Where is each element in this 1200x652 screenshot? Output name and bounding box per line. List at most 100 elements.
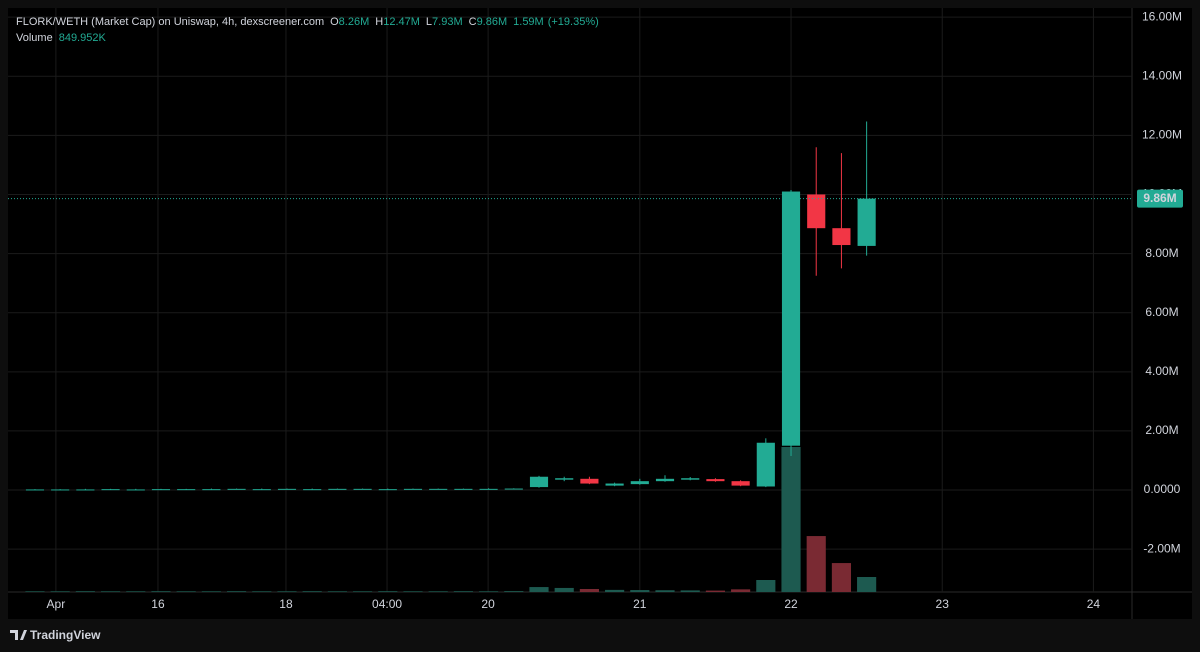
candle-body <box>681 478 700 480</box>
candle-body <box>353 488 372 490</box>
y-tick-label: 14.00M <box>1142 68 1182 82</box>
x-tick-label: 22 <box>784 597 798 611</box>
volume-bar <box>403 591 423 592</box>
last-price-box <box>1137 189 1183 208</box>
volume-bar <box>50 591 70 592</box>
ohlc-name: C <box>469 16 477 28</box>
volume-bar <box>605 589 625 592</box>
volume-bar <box>756 580 776 592</box>
volume-bar <box>252 591 272 592</box>
plot-area <box>8 8 1132 592</box>
legend-title: FLORK/WETH (Market Cap) on Uniswap, 4h, … <box>16 16 324 28</box>
candle-body <box>101 489 120 491</box>
candle-body <box>832 228 851 246</box>
volume-bar <box>277 591 297 592</box>
ohlc-value: 12.47M <box>383 16 420 28</box>
candle-body <box>555 478 574 480</box>
candle-body <box>76 489 95 491</box>
legend-line: FLORK/WETH (Market Cap) on Uniswap, 4h, … <box>16 16 599 28</box>
y-tick-label: 4.00M <box>1145 364 1178 378</box>
footer-text: TradingView <box>30 628 101 642</box>
y-tick-label: 6.00M <box>1145 305 1178 319</box>
x-tick-label: Apr <box>47 597 66 611</box>
candle-body <box>51 489 70 491</box>
candle-body <box>580 478 599 484</box>
candle-body <box>454 488 473 490</box>
ohlc-name: H <box>375 16 383 28</box>
candle-body <box>177 489 196 491</box>
candle-body <box>429 488 448 490</box>
y-tick-label: 8.00M <box>1145 246 1178 260</box>
change: 1.59M <box>513 16 544 28</box>
volume-bar <box>453 591 473 592</box>
candle-body <box>252 489 271 491</box>
candle-body <box>126 489 145 491</box>
ohlc-name: L <box>426 16 432 28</box>
x-tick-label: 18 <box>279 597 293 611</box>
price-axis <box>1132 8 1192 592</box>
x-tick-label: 20 <box>481 597 495 611</box>
time-axis <box>8 592 1192 619</box>
candle-body <box>202 489 221 491</box>
candle-body <box>328 488 347 490</box>
candle-body <box>781 191 801 446</box>
candle-body <box>731 481 750 486</box>
x-tick-label: 04:00 <box>372 597 402 611</box>
x-tick-label: 21 <box>633 597 647 611</box>
volume-line: Volume 849.952K <box>16 32 106 44</box>
volume-bar <box>857 577 877 592</box>
volume-bar <box>151 591 171 592</box>
volume-bar <box>554 587 574 592</box>
x-tick-label: 23 <box>936 597 950 611</box>
candle-body <box>706 479 725 482</box>
logo <box>10 630 27 640</box>
volume-bar <box>302 591 322 592</box>
y-tick-label: 2.00M <box>1145 423 1178 437</box>
volume-bar <box>227 591 247 592</box>
volume-bar <box>25 591 45 592</box>
volume-bar <box>504 591 524 592</box>
volume-bar <box>806 536 826 592</box>
marks: 9.86M <box>8 121 1183 592</box>
ohlc-value: 7.93M <box>432 16 463 28</box>
grid: 16.00M14.00M12.00M10.00M8.00M6.00M4.00M2… <box>8 8 1182 611</box>
candle-body <box>479 488 498 490</box>
candle-body <box>807 194 826 229</box>
candle-body <box>151 489 171 491</box>
legend: FLORK/WETH (Market Cap) on Uniswap, 4h, … <box>16 16 599 44</box>
candle-body <box>529 476 549 488</box>
ohlc-value: 9.86M <box>477 16 508 28</box>
ohlc-name: O <box>330 16 339 28</box>
candle-body <box>605 483 624 486</box>
volume-bar <box>680 590 700 592</box>
volume-bar <box>176 591 196 592</box>
volume-bar <box>428 591 448 592</box>
volume-bar <box>731 589 751 592</box>
volume-bar <box>100 591 121 592</box>
y-tick-label: 16.00M <box>1142 9 1182 23</box>
volume-bar <box>630 590 650 592</box>
y-tick-label: 12.00M <box>1142 128 1182 142</box>
volume-bar <box>378 591 398 592</box>
candle-body <box>504 488 523 490</box>
y-tick-label: 0.0000 <box>1144 482 1181 496</box>
volume-bar <box>479 591 499 592</box>
x-tick-label: 24 <box>1087 597 1101 611</box>
candle-body <box>857 198 876 246</box>
volume-bar <box>831 563 851 592</box>
footer: TradingView <box>10 628 101 642</box>
candle-body <box>25 489 45 491</box>
volume-bar <box>353 591 373 592</box>
volume-value: 849.952K <box>59 32 107 44</box>
candle-body <box>303 489 322 491</box>
last-price-label: 9.86M <box>1143 191 1176 205</box>
volume-bar <box>126 591 146 592</box>
volume-name: Volume <box>16 32 53 44</box>
x-tick-label: 16 <box>151 597 165 611</box>
y-tick-label: -2.00M <box>1143 541 1180 555</box>
ohlc-value: 8.26M <box>339 16 370 28</box>
volume-bar <box>327 591 347 592</box>
volume-bar <box>655 590 675 592</box>
candle-body <box>378 489 397 491</box>
